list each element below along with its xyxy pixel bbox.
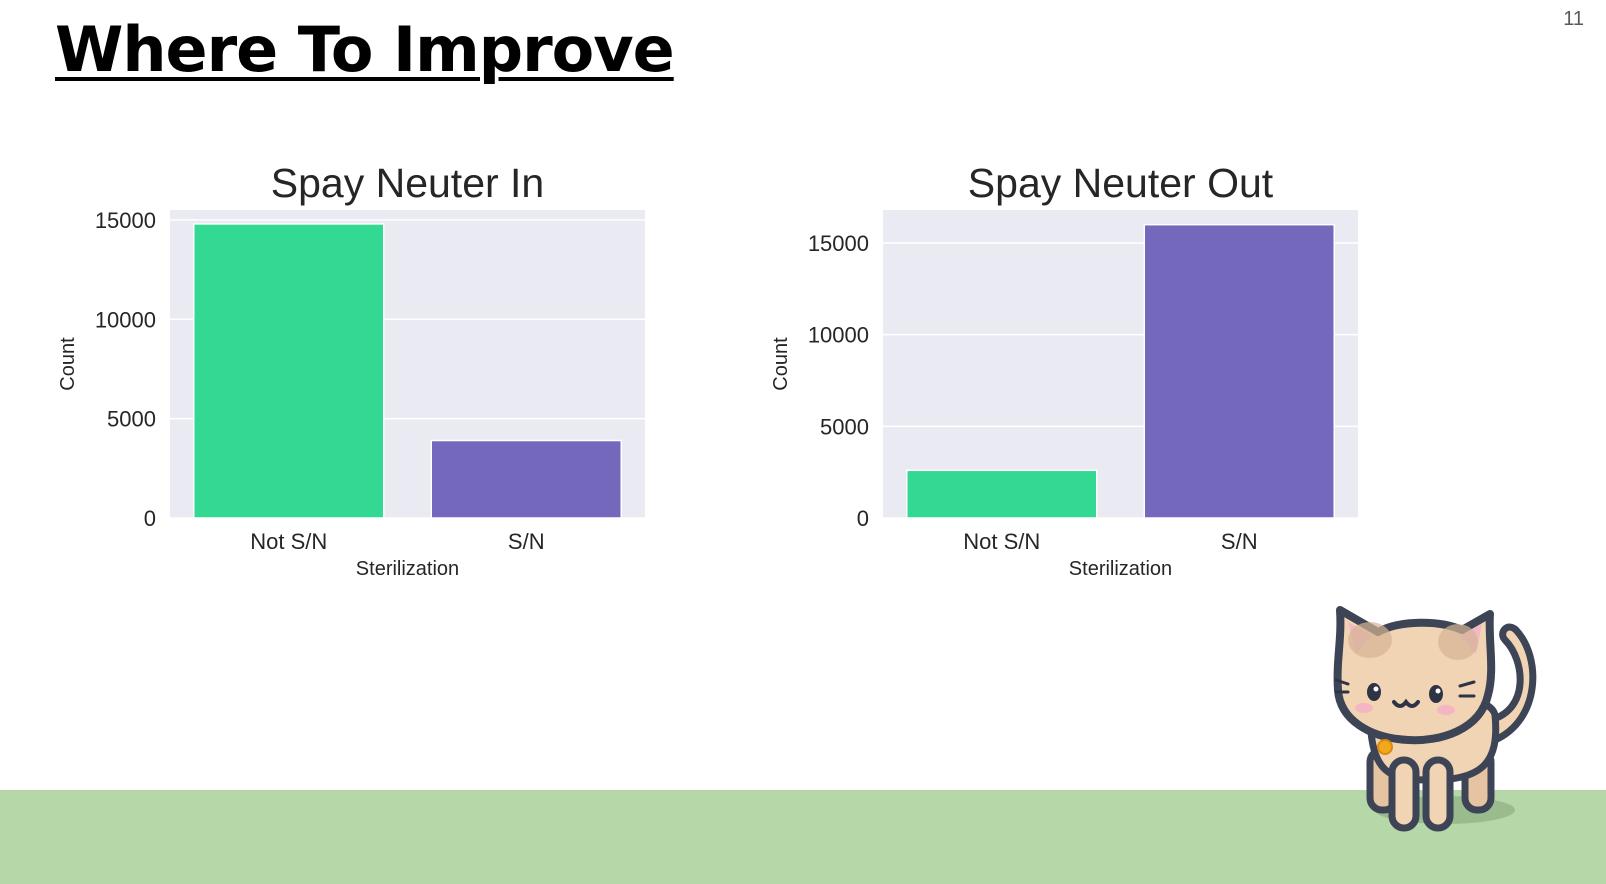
y-tick-label: 0 (857, 506, 869, 531)
y-tick-label: 5000 (107, 407, 156, 432)
x-tick-label: Not S/N (250, 529, 327, 554)
y-tick-label: 10000 (95, 307, 156, 332)
bar-s-n (430, 439, 622, 519)
slide-title: Where To Improve (55, 13, 675, 86)
bar-not-s-n (193, 223, 385, 519)
y-tick-label: 0 (144, 506, 156, 531)
bar-s-n (1143, 223, 1335, 519)
chart-spay-neuter-in: Spay Neuter In 0 5000 10000 15000 Not S/N S/N S… (55, 150, 675, 590)
ground-strip (0, 790, 1606, 884)
y-tick-label: 15000 (95, 208, 156, 233)
x-tick-label: S/N (508, 529, 545, 554)
y-tick-label: 5000 (820, 414, 869, 439)
x-axis-label: Sterilization (356, 558, 459, 580)
chart-svg: Spay Neuter In 0 5000 10000 15000 Not S/N S/N S… (57, 160, 645, 580)
page-number: 11 (1563, 8, 1584, 30)
chart-title: Spay Neuter Out (968, 160, 1274, 206)
y-axis-label: Count (57, 337, 79, 391)
y-axis-label: Count (770, 337, 792, 391)
chart-title: Spay Neuter In (271, 160, 545, 206)
chart-svg: Spay Neuter Out 0 5000 10000 15000 Not S/N S/N… (770, 160, 1358, 580)
chart-spay-neuter-out: Spay Neuter Out 0 5000 10000 15000 Not S/N S/N… (768, 150, 1388, 590)
kitten-icon (1330, 600, 1560, 860)
x-axis-label: Sterilization (1069, 558, 1172, 580)
x-tick-label: Not S/N (963, 529, 1040, 554)
bar-not-s-n (906, 469, 1098, 519)
x-tick-label: S/N (1221, 529, 1258, 554)
y-tick-label: 10000 (808, 323, 869, 348)
y-tick-label: 15000 (808, 231, 869, 256)
